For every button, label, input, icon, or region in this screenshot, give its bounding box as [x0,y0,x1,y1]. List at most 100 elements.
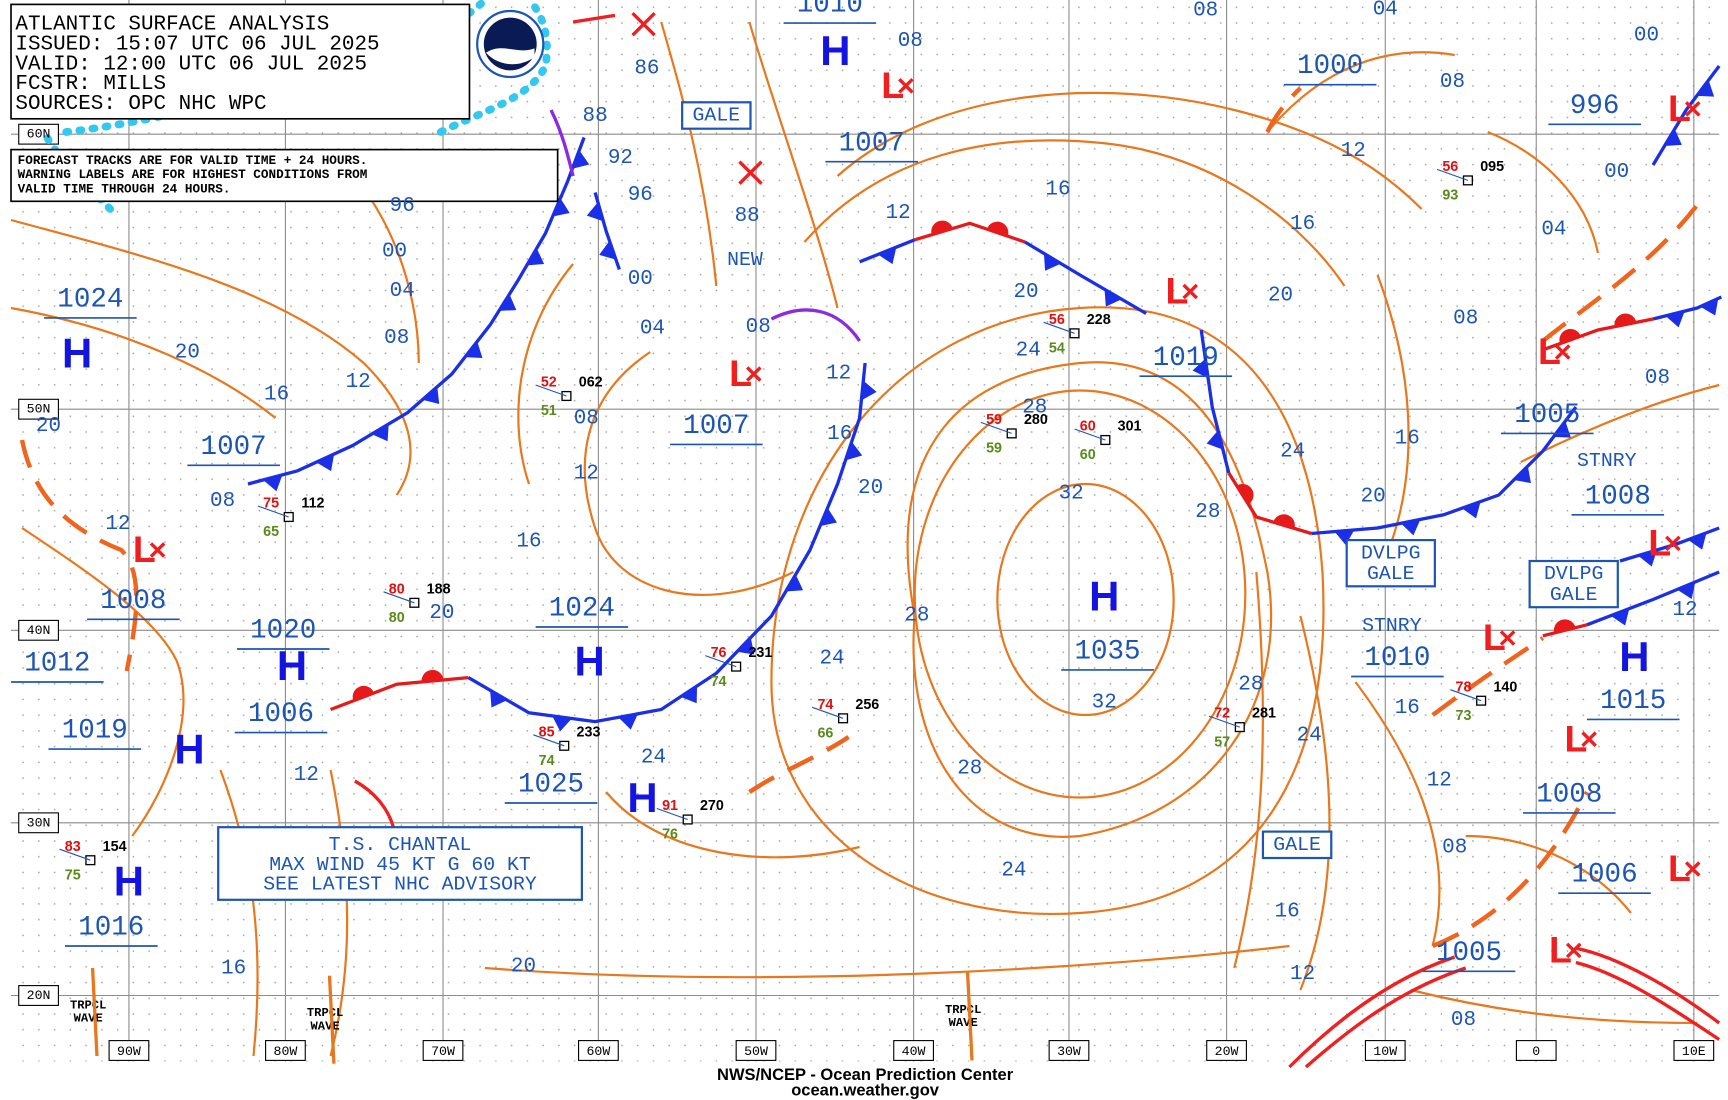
forecast-tracks [354,13,1721,1069]
lon-label-box [893,1040,934,1061]
isobar-label: 28 [957,757,982,780]
cold-front-pip [819,507,837,527]
station-temp: 56 [1049,312,1065,328]
center-pressure: 1020 [250,616,316,647]
isobar [219,769,259,1057]
lon-label-box [108,1040,150,1061]
station-dewpoint: 75 [65,867,81,883]
station-temp: 72 [1214,706,1230,722]
station-temp: 78 [1456,679,1472,695]
trough [748,735,850,794]
lon-label-box [578,1040,619,1061]
isobar-label: 12 [1341,140,1366,163]
isobar-label: 08 [574,408,599,431]
high-symbol: H [574,637,604,684]
cold-front-pip [422,386,440,405]
tropical-wave [965,972,974,1061]
notice-line: VALID TIME THROUGH 24 HOURS. [18,182,231,197]
station-dewpoint: 66 [817,725,833,741]
low-x [746,366,762,382]
warning-box [1345,539,1436,588]
isobar [1487,130,1600,254]
isobar [1266,51,1455,133]
isobar-label: 88 [735,205,760,228]
station-dewpoint: 54 [1049,340,1065,356]
isobar-label: 16 [1395,427,1420,450]
isobar-label: 28 [1238,674,1263,697]
low-symbol: L [1668,847,1691,889]
station-pressure: 231 [748,645,772,661]
warning-box [1261,830,1333,860]
map-label: STNRY [1577,450,1637,472]
isobar-label: 24 [1016,339,1041,362]
lon-label-box [265,1040,306,1061]
isobar-label: 20 [1361,486,1386,509]
wind-barb [1043,321,1075,334]
cold-front-pip [785,574,804,592]
isobar-label: 20 [36,415,61,438]
wind-barb [1208,715,1240,728]
center-pressure: 1024 [549,594,615,625]
warm-front-pip [1614,313,1637,327]
wind-barb [383,591,415,604]
cold-front-pip [1461,501,1481,519]
tropical-wave-label: TRPCL WAVE [307,1006,343,1033]
low-symbol: L [1538,330,1561,372]
warning-box [1528,559,1619,609]
warning-label: DVLPG GALE [1544,563,1603,606]
lat-label-box [18,812,59,834]
isobar-label: 08 [1440,71,1465,94]
station-temp: 91 [662,798,678,814]
isobar [484,944,1290,979]
warm-front-pip [986,221,1009,237]
lat-label-box [18,398,59,420]
cold-front-pip [1610,608,1630,626]
x-marks [631,12,763,185]
cold-front-pip [1206,430,1223,450]
isobar [1465,834,1632,914]
isobar [605,791,860,859]
center-pressure: 1010 [797,0,863,21]
lon-label: 60W [587,1044,611,1059]
station-temp: 83 [65,839,81,855]
isobar-label: 16 [1275,900,1300,923]
notice-box [10,148,559,203]
station-temp: 75 [263,496,279,512]
storm-line: T.S. CHANTAL [329,834,472,856]
station-temp: 56 [1442,159,1458,175]
isobar [1376,274,1410,551]
isobar-label: 12 [105,513,130,536]
isobar-label: 96 [628,184,653,207]
lon-label-box [735,1040,777,1061]
isobar-label: 12 [1672,599,1697,622]
storm-box [217,826,583,901]
cold-front-pip [1043,253,1061,271]
cold-front-pip [599,240,616,260]
station-dewpoint: 74 [539,753,555,769]
isobar-label: 20 [511,955,536,978]
low-symbol: L [1166,270,1189,312]
cold-front-pip [1334,529,1355,546]
station-dewpoint: 80 [389,610,405,626]
track [1575,960,1721,1041]
tropical-wave-label: TRPCL WAVE [70,999,106,1026]
isobar [1233,571,1265,969]
wind-barb [535,384,567,397]
center-pressure: 996 [1570,91,1620,122]
isobar-label: 28 [1022,397,1047,420]
cold-front-pip [1700,298,1719,316]
station-pressure: 301 [1118,419,1142,435]
center-pressure: 1006 [1572,860,1638,891]
header-box [10,3,471,120]
lon-label: 90W [117,1044,141,1059]
cold-front-pip [845,441,863,461]
low-symbol: L [1549,929,1572,971]
track [1304,966,1467,1069]
high-symbol: H [820,27,850,74]
lon-label: 80W [274,1044,298,1059]
isobar-label: 12 [574,463,599,486]
isobar [1299,615,1331,991]
storm-line: MAX WIND 45 KT G 60 KT [269,854,531,876]
